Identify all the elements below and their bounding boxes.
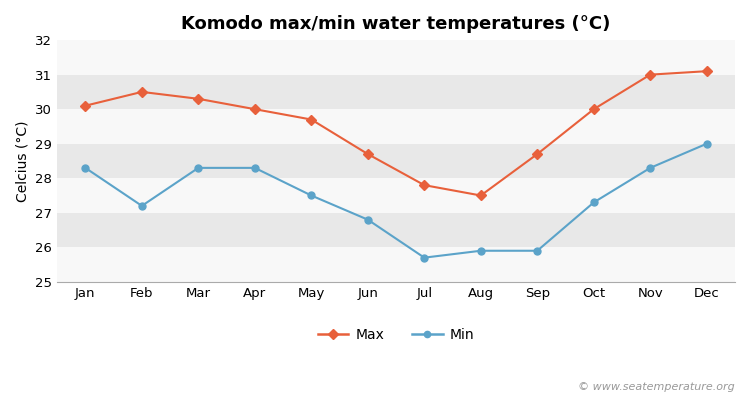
Bar xyxy=(57,109,735,144)
Min xyxy=(646,166,655,170)
Min xyxy=(420,255,429,260)
Text: © www.seatemperature.org: © www.seatemperature.org xyxy=(578,382,735,392)
Bar xyxy=(57,75,735,109)
Min xyxy=(702,141,711,146)
Max xyxy=(420,183,429,188)
Y-axis label: Celcius (°C): Celcius (°C) xyxy=(15,120,29,202)
Line: Max: Max xyxy=(82,67,710,199)
Min xyxy=(307,193,316,198)
Legend: Max, Min: Max, Min xyxy=(312,323,480,348)
Max xyxy=(251,107,260,112)
Max xyxy=(476,193,485,198)
Max xyxy=(137,90,146,94)
Bar xyxy=(57,144,735,178)
Min xyxy=(590,200,598,205)
Max xyxy=(81,103,90,108)
Max xyxy=(702,69,711,74)
Min xyxy=(194,166,202,170)
Bar xyxy=(57,213,735,247)
Bar xyxy=(57,178,735,213)
Max xyxy=(646,72,655,77)
Max xyxy=(363,152,372,156)
Min xyxy=(251,166,260,170)
Min xyxy=(476,248,485,253)
Max xyxy=(590,107,598,112)
Min xyxy=(532,248,542,253)
Max xyxy=(307,117,316,122)
Max xyxy=(532,152,542,156)
Bar xyxy=(57,247,735,282)
Min xyxy=(137,204,146,208)
Min xyxy=(363,217,372,222)
Bar xyxy=(57,40,735,75)
Line: Min: Min xyxy=(82,140,710,261)
Max xyxy=(194,96,202,101)
Title: Komodo max/min water temperatures (°C): Komodo max/min water temperatures (°C) xyxy=(182,15,610,33)
Min xyxy=(81,166,90,170)
